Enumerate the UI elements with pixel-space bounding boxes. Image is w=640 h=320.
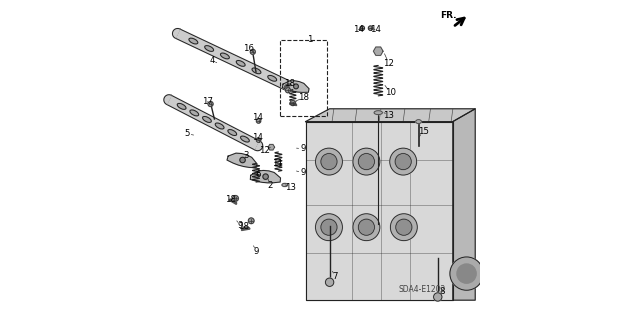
Ellipse shape <box>203 116 211 123</box>
Text: 8: 8 <box>440 287 445 296</box>
Circle shape <box>390 214 417 241</box>
Text: 17: 17 <box>202 97 213 106</box>
Circle shape <box>256 138 261 142</box>
Ellipse shape <box>252 68 261 74</box>
Text: 4: 4 <box>209 56 214 65</box>
Text: 2: 2 <box>268 181 273 190</box>
Text: 16: 16 <box>243 44 255 53</box>
Text: 9: 9 <box>254 247 259 256</box>
Circle shape <box>396 219 412 235</box>
Polygon shape <box>306 109 475 122</box>
Polygon shape <box>173 28 180 38</box>
Circle shape <box>358 154 374 170</box>
Polygon shape <box>164 95 172 104</box>
Polygon shape <box>286 81 293 91</box>
Text: 11: 11 <box>272 159 284 168</box>
Text: SDA4-E1202: SDA4-E1202 <box>399 285 446 294</box>
Circle shape <box>250 49 255 54</box>
Circle shape <box>326 278 334 286</box>
Ellipse shape <box>215 123 224 129</box>
Circle shape <box>263 174 268 179</box>
Text: 15: 15 <box>417 127 429 136</box>
Polygon shape <box>166 95 260 150</box>
Ellipse shape <box>205 46 214 52</box>
Text: 5: 5 <box>184 129 190 138</box>
Text: 9: 9 <box>237 221 243 230</box>
Polygon shape <box>250 171 280 183</box>
Ellipse shape <box>282 183 288 187</box>
Circle shape <box>395 154 412 170</box>
Text: 13: 13 <box>285 183 296 192</box>
Polygon shape <box>255 141 262 151</box>
Ellipse shape <box>220 53 229 59</box>
Circle shape <box>208 101 213 107</box>
Text: 18: 18 <box>284 79 296 88</box>
Polygon shape <box>282 81 309 92</box>
Circle shape <box>390 148 417 175</box>
Circle shape <box>358 219 374 235</box>
Circle shape <box>316 214 342 241</box>
Bar <box>280 40 328 116</box>
Circle shape <box>353 148 380 175</box>
Text: 18: 18 <box>225 196 236 204</box>
Ellipse shape <box>374 111 383 115</box>
Ellipse shape <box>236 60 245 66</box>
Circle shape <box>368 26 372 30</box>
Text: 10: 10 <box>385 88 396 97</box>
Text: 14: 14 <box>252 113 263 122</box>
Circle shape <box>240 157 245 163</box>
Polygon shape <box>306 122 453 300</box>
Text: 18: 18 <box>238 222 250 231</box>
Circle shape <box>360 26 365 30</box>
Polygon shape <box>290 103 296 106</box>
Text: 6: 6 <box>256 170 261 179</box>
Polygon shape <box>229 199 237 204</box>
Text: 14: 14 <box>353 25 364 34</box>
Text: 18: 18 <box>298 93 310 102</box>
Polygon shape <box>374 47 383 55</box>
Circle shape <box>321 154 337 170</box>
Text: 12: 12 <box>383 59 394 68</box>
Text: 9: 9 <box>300 144 305 153</box>
Ellipse shape <box>190 110 198 116</box>
Polygon shape <box>268 144 275 150</box>
Text: 13: 13 <box>383 111 394 120</box>
Text: 14: 14 <box>252 133 263 142</box>
Ellipse shape <box>189 38 198 44</box>
Circle shape <box>321 219 337 235</box>
Text: FR.: FR. <box>440 12 456 20</box>
Ellipse shape <box>416 120 422 124</box>
Polygon shape <box>241 227 250 230</box>
Circle shape <box>248 218 254 224</box>
Circle shape <box>285 88 291 93</box>
Circle shape <box>290 100 295 106</box>
Circle shape <box>450 257 483 290</box>
Circle shape <box>353 214 380 241</box>
Text: 7: 7 <box>333 272 338 281</box>
Text: 1: 1 <box>307 35 312 44</box>
Circle shape <box>457 264 476 283</box>
Circle shape <box>316 148 342 175</box>
Ellipse shape <box>241 136 250 142</box>
Polygon shape <box>285 84 291 88</box>
Ellipse shape <box>228 130 237 135</box>
Text: 3: 3 <box>244 151 249 160</box>
Circle shape <box>294 84 298 89</box>
Ellipse shape <box>177 103 186 109</box>
Circle shape <box>256 119 261 123</box>
Text: 12: 12 <box>259 146 271 155</box>
Circle shape <box>233 196 238 201</box>
Polygon shape <box>453 109 475 300</box>
Text: 9: 9 <box>300 168 305 177</box>
Polygon shape <box>175 29 290 90</box>
Circle shape <box>434 293 442 301</box>
Ellipse shape <box>268 76 276 81</box>
Text: 14: 14 <box>369 25 381 34</box>
Polygon shape <box>227 153 257 168</box>
